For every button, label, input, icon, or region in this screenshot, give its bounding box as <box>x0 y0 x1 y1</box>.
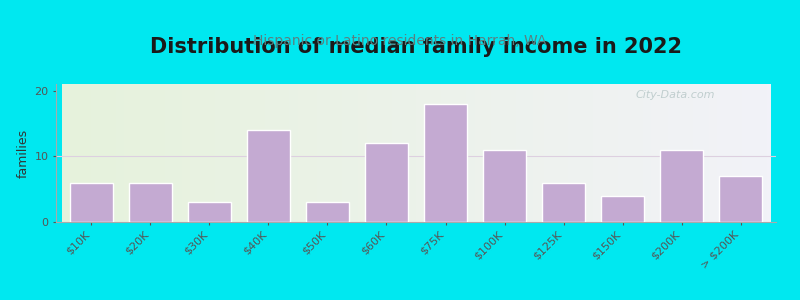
Bar <box>719 176 762 222</box>
Bar <box>247 130 290 222</box>
Bar <box>129 183 172 222</box>
Text: City-Data.com: City-Data.com <box>635 90 715 100</box>
Bar <box>366 143 408 222</box>
Bar <box>424 104 466 222</box>
Bar <box>188 202 230 222</box>
Bar <box>483 150 526 222</box>
Y-axis label: families: families <box>17 128 30 178</box>
Title: Distribution of median family income in 2022: Distribution of median family income in … <box>150 38 682 57</box>
Bar <box>70 183 113 222</box>
Bar <box>660 150 703 222</box>
Bar <box>602 196 644 222</box>
Bar <box>542 183 585 222</box>
Text: Hispanic or Latino residents in Harrah, WA: Hispanic or Latino residents in Harrah, … <box>254 34 546 49</box>
Bar <box>306 202 349 222</box>
